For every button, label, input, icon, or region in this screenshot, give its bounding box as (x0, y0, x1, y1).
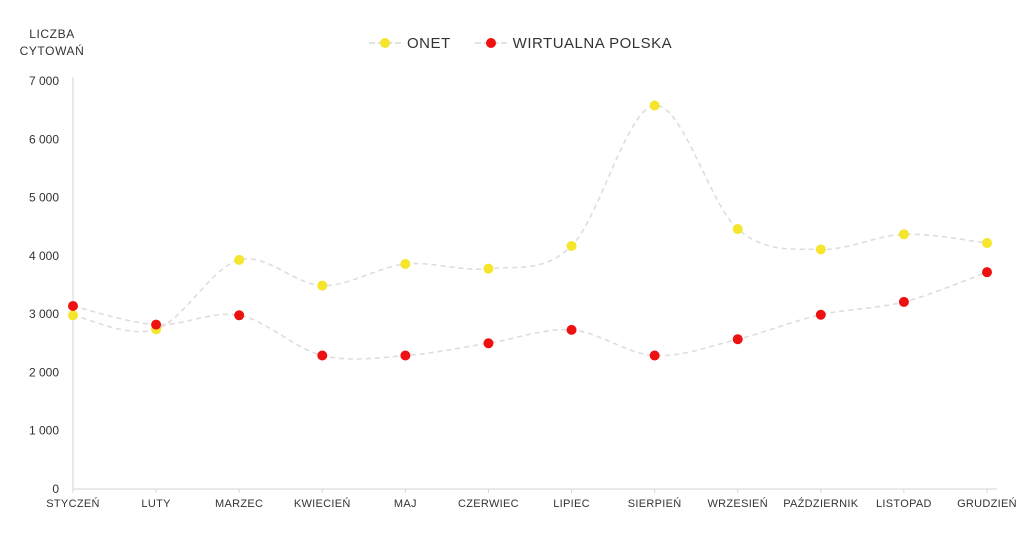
data-point-onet[interactable] (732, 224, 743, 235)
y-tick-label: 7 000 (29, 74, 59, 88)
data-point-onet[interactable] (483, 263, 494, 274)
x-tick-label: GRUDZIEŃ (957, 497, 1017, 510)
series-line-wirtualna-polska (72, 271, 988, 360)
data-point-wirtualna-polska[interactable] (400, 350, 411, 361)
data-point-onet[interactable] (68, 310, 78, 321)
x-tick-label: PAŹDZIERNIK (783, 497, 859, 510)
legend-label-wirtualna-polska: WIRTUALNA POLSKA (512, 34, 673, 52)
data-point-wirtualna-polska[interactable] (982, 267, 992, 278)
y-axis-title: LICZBA CYTOWAŃ (12, 26, 92, 60)
data-point-wirtualna-polska[interactable] (649, 350, 660, 361)
x-tick-label: LIPIEC (553, 498, 590, 510)
y-axis-title-line-2: CYTOWAŃ (19, 44, 85, 58)
data-point-wirtualna-polska[interactable] (815, 309, 826, 320)
data-point-wirtualna-polska[interactable] (732, 334, 743, 345)
legend-swatch-wirtualna-polska (474, 37, 507, 49)
data-point-onet[interactable] (566, 240, 577, 251)
data-point-wirtualna-polska[interactable] (234, 310, 245, 321)
data-point-wirtualna-polska[interactable] (483, 338, 494, 349)
legend-item-wirtualna-polska[interactable]: WIRTUALNA POLSKA (474, 34, 673, 52)
legend-marker-wirtualna-polska (485, 38, 496, 48)
y-tick-label: 4 000 (29, 249, 59, 263)
x-tick-label: STYCZEŃ (46, 497, 99, 510)
x-tick-label: LISTOPAD (876, 498, 932, 510)
legend-marker-onet (380, 38, 390, 48)
y-tick-label: 3 000 (29, 307, 59, 321)
x-tick-label: MARZEC (215, 498, 263, 510)
x-tick-label: WRZESIEŃ (707, 497, 767, 510)
series-line-onet (72, 104, 988, 333)
data-point-wirtualna-polska[interactable] (898, 296, 909, 307)
data-point-onet[interactable] (898, 229, 909, 240)
data-point-wirtualna-polska[interactable] (317, 350, 328, 361)
data-point-onet[interactable] (649, 100, 660, 111)
x-tick-label: LUTY (141, 498, 171, 510)
data-point-onet[interactable] (400, 259, 411, 270)
data-point-wirtualna-polska[interactable] (566, 324, 577, 335)
y-tick-label: 1 000 (29, 424, 59, 438)
data-point-wirtualna-polska[interactable] (68, 300, 78, 311)
legend-swatch-onet (369, 37, 401, 49)
y-tick-label: 2 000 (29, 365, 59, 379)
x-tick-label: KWIECIEŃ (294, 497, 351, 510)
legend-item-onet[interactable]: ONET (369, 35, 451, 52)
legend: ONET WIRTUALNA POLSKA (369, 33, 696, 53)
x-tick-label: MAJ (394, 498, 417, 510)
data-point-onet[interactable] (815, 244, 826, 255)
data-point-onet[interactable] (234, 254, 245, 265)
y-axis-title-line-1: LICZBA (29, 27, 75, 41)
data-point-onet[interactable] (317, 280, 328, 291)
data-point-wirtualna-polska[interactable] (151, 319, 162, 330)
y-tick-label: 0 (52, 482, 59, 496)
x-tick-label: CZERWIEC (458, 498, 519, 510)
data-point-onet[interactable] (982, 238, 992, 249)
y-tick-label: 6 000 (29, 132, 59, 146)
legend-label-onet: ONET (407, 34, 451, 52)
y-tick-label: 5 000 (29, 191, 59, 205)
x-tick-label: SIERPIEŃ (628, 497, 682, 510)
